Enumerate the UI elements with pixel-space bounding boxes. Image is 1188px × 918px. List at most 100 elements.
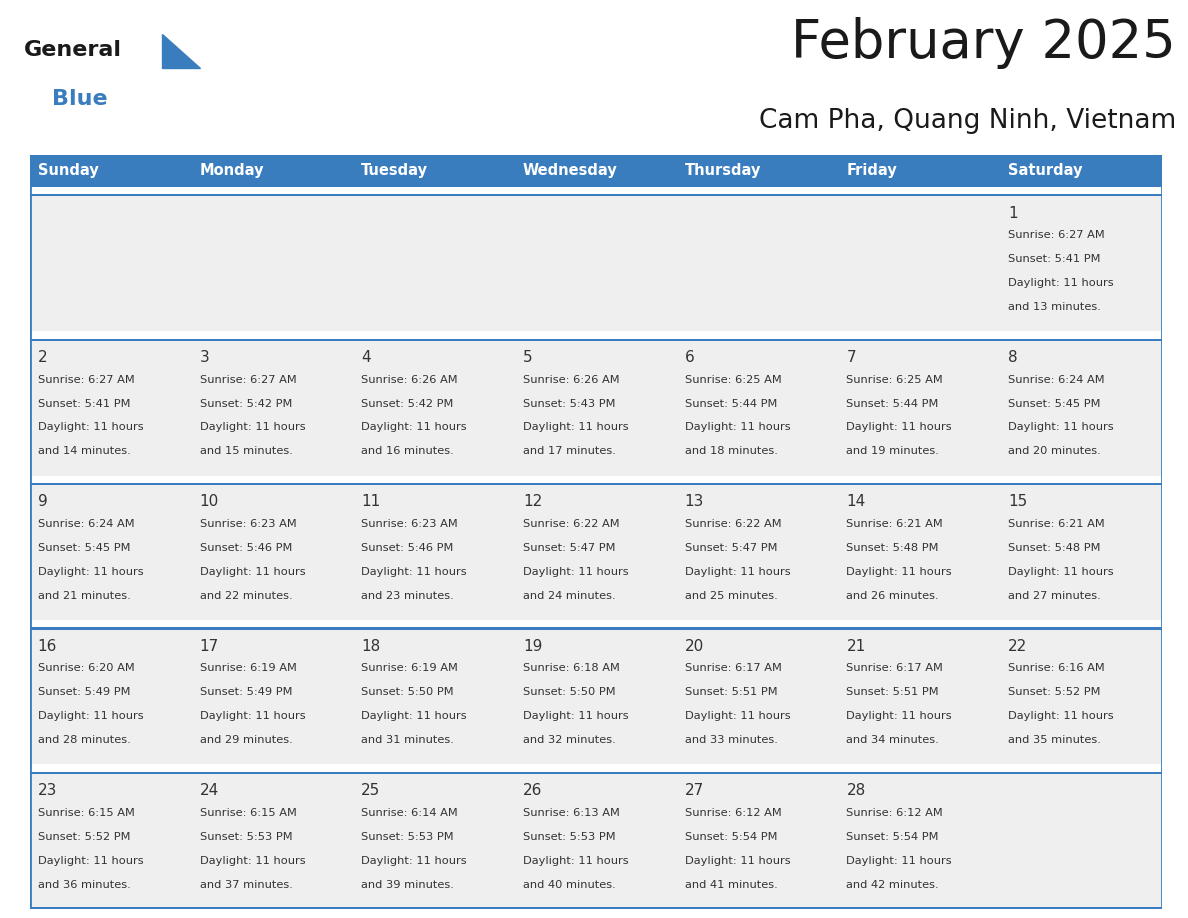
Bar	[30, 907, 1162, 909]
Text: Sunrise: 6:25 AM: Sunrise: 6:25 AM	[684, 375, 782, 385]
Text: Sunrise: 6:27 AM: Sunrise: 6:27 AM	[38, 375, 134, 385]
Text: 2: 2	[38, 350, 48, 365]
Bar	[30, 774, 1162, 909]
Text: and 36 minutes.: and 36 minutes.	[38, 879, 131, 890]
Text: Daylight: 11 hours: Daylight: 11 hours	[361, 567, 467, 577]
Text: and 31 minutes.: and 31 minutes.	[361, 735, 454, 745]
Text: and 25 minutes.: and 25 minutes.	[684, 591, 777, 601]
Text: Sunset: 5:45 PM: Sunset: 5:45 PM	[38, 543, 131, 553]
Text: Sunset: 5:53 PM: Sunset: 5:53 PM	[200, 832, 292, 842]
Text: 10: 10	[200, 495, 219, 509]
Text: and 40 minutes.: and 40 minutes.	[523, 879, 615, 890]
Text: Monday: Monday	[200, 163, 264, 178]
Text: Sunrise: 6:22 AM: Sunrise: 6:22 AM	[684, 519, 782, 529]
Text: 1: 1	[1009, 206, 1018, 220]
Text: 21: 21	[847, 639, 866, 654]
Text: 6: 6	[684, 350, 695, 365]
Text: Sunset: 5:51 PM: Sunset: 5:51 PM	[684, 688, 777, 698]
Text: Sunrise: 6:16 AM: Sunrise: 6:16 AM	[1009, 664, 1105, 674]
Text: Daylight: 11 hours: Daylight: 11 hours	[523, 856, 628, 866]
Text: and 24 minutes.: and 24 minutes.	[523, 591, 615, 601]
Text: Sunday: Sunday	[38, 163, 99, 178]
Text: 19: 19	[523, 639, 543, 654]
Text: 27: 27	[684, 783, 704, 799]
Text: Sunset: 5:54 PM: Sunset: 5:54 PM	[684, 832, 777, 842]
Text: Sunrise: 6:21 AM: Sunrise: 6:21 AM	[847, 519, 943, 529]
Text: and 42 minutes.: and 42 minutes.	[847, 879, 939, 890]
Text: Sunrise: 6:14 AM: Sunrise: 6:14 AM	[361, 808, 459, 818]
Bar	[30, 195, 1162, 196]
Text: and 39 minutes.: and 39 minutes.	[361, 879, 454, 890]
Text: Thursday: Thursday	[684, 163, 762, 178]
Text: Sunrise: 6:12 AM: Sunrise: 6:12 AM	[684, 808, 782, 818]
Text: and 27 minutes.: and 27 minutes.	[1009, 591, 1101, 601]
Text: Daylight: 11 hours: Daylight: 11 hours	[1009, 422, 1114, 432]
Text: and 17 minutes.: and 17 minutes.	[523, 446, 615, 456]
Bar	[30, 628, 1162, 630]
Bar	[30, 196, 1162, 331]
Text: Sunset: 5:52 PM: Sunset: 5:52 PM	[1009, 688, 1101, 698]
Text: Sunrise: 6:23 AM: Sunrise: 6:23 AM	[361, 519, 459, 529]
Text: Sunrise: 6:24 AM: Sunrise: 6:24 AM	[38, 519, 134, 529]
Text: Daylight: 11 hours: Daylight: 11 hours	[200, 422, 305, 432]
Text: 22: 22	[1009, 639, 1028, 654]
Text: Daylight: 11 hours: Daylight: 11 hours	[38, 422, 144, 432]
Text: Sunset: 5:47 PM: Sunset: 5:47 PM	[523, 543, 615, 553]
Text: Daylight: 11 hours: Daylight: 11 hours	[200, 711, 305, 722]
Text: Daylight: 11 hours: Daylight: 11 hours	[684, 856, 790, 866]
Text: Sunset: 5:41 PM: Sunset: 5:41 PM	[1009, 254, 1101, 264]
Text: Sunrise: 6:27 AM: Sunrise: 6:27 AM	[1009, 230, 1105, 241]
Text: Sunrise: 6:15 AM: Sunrise: 6:15 AM	[200, 808, 296, 818]
Bar	[30, 339, 1162, 341]
Text: Sunrise: 6:26 AM: Sunrise: 6:26 AM	[361, 375, 457, 385]
Text: Daylight: 11 hours: Daylight: 11 hours	[847, 856, 952, 866]
Text: Saturday: Saturday	[1009, 163, 1082, 178]
Text: Daylight: 11 hours: Daylight: 11 hours	[684, 711, 790, 722]
Text: Sunrise: 6:19 AM: Sunrise: 6:19 AM	[200, 664, 296, 674]
Text: and 26 minutes.: and 26 minutes.	[847, 591, 939, 601]
Text: Sunset: 5:42 PM: Sunset: 5:42 PM	[200, 398, 292, 409]
Bar	[30, 483, 1162, 486]
Text: Sunset: 5:44 PM: Sunset: 5:44 PM	[684, 398, 777, 409]
Text: Sunrise: 6:24 AM: Sunrise: 6:24 AM	[1009, 375, 1105, 385]
Text: 13: 13	[684, 495, 704, 509]
Text: Sunset: 5:43 PM: Sunset: 5:43 PM	[523, 398, 615, 409]
Text: Friday: Friday	[847, 163, 897, 178]
Text: and 34 minutes.: and 34 minutes.	[847, 735, 940, 745]
Text: 5: 5	[523, 350, 532, 365]
Text: Sunrise: 6:13 AM: Sunrise: 6:13 AM	[523, 808, 620, 818]
Text: and 23 minutes.: and 23 minutes.	[361, 591, 454, 601]
Text: and 28 minutes.: and 28 minutes.	[38, 735, 131, 745]
Text: Wednesday: Wednesday	[523, 163, 618, 178]
Text: Sunrise: 6:23 AM: Sunrise: 6:23 AM	[200, 519, 296, 529]
Bar	[30, 155, 1162, 186]
Text: Sunset: 5:42 PM: Sunset: 5:42 PM	[361, 398, 454, 409]
Text: Sunset: 5:48 PM: Sunset: 5:48 PM	[847, 543, 939, 553]
Text: Sunset: 5:49 PM: Sunset: 5:49 PM	[200, 688, 292, 698]
Bar	[30, 486, 1162, 620]
Text: Daylight: 11 hours: Daylight: 11 hours	[361, 422, 467, 432]
Text: Sunrise: 6:15 AM: Sunrise: 6:15 AM	[38, 808, 134, 818]
Text: Daylight: 11 hours: Daylight: 11 hours	[1009, 278, 1114, 288]
Text: 7: 7	[847, 350, 857, 365]
Text: Sunrise: 6:18 AM: Sunrise: 6:18 AM	[523, 664, 620, 674]
Text: 12: 12	[523, 495, 542, 509]
Text: 14: 14	[847, 495, 866, 509]
Text: Sunrise: 6:19 AM: Sunrise: 6:19 AM	[361, 664, 459, 674]
Text: Daylight: 11 hours: Daylight: 11 hours	[847, 567, 952, 577]
Bar	[30, 341, 1162, 476]
Text: Daylight: 11 hours: Daylight: 11 hours	[361, 711, 467, 722]
Text: 25: 25	[361, 783, 380, 799]
Text: Sunrise: 6:17 AM: Sunrise: 6:17 AM	[684, 664, 782, 674]
Text: Sunset: 5:53 PM: Sunset: 5:53 PM	[361, 832, 454, 842]
Text: and 20 minutes.: and 20 minutes.	[1009, 446, 1101, 456]
Bar	[30, 772, 1162, 774]
Text: and 18 minutes.: and 18 minutes.	[684, 446, 778, 456]
Text: Sunrise: 6:26 AM: Sunrise: 6:26 AM	[523, 375, 620, 385]
Text: Sunrise: 6:25 AM: Sunrise: 6:25 AM	[847, 375, 943, 385]
Text: General: General	[24, 39, 121, 60]
Text: Daylight: 11 hours: Daylight: 11 hours	[523, 422, 628, 432]
Text: and 15 minutes.: and 15 minutes.	[200, 446, 292, 456]
Text: 28: 28	[847, 783, 866, 799]
Text: Daylight: 11 hours: Daylight: 11 hours	[684, 422, 790, 432]
